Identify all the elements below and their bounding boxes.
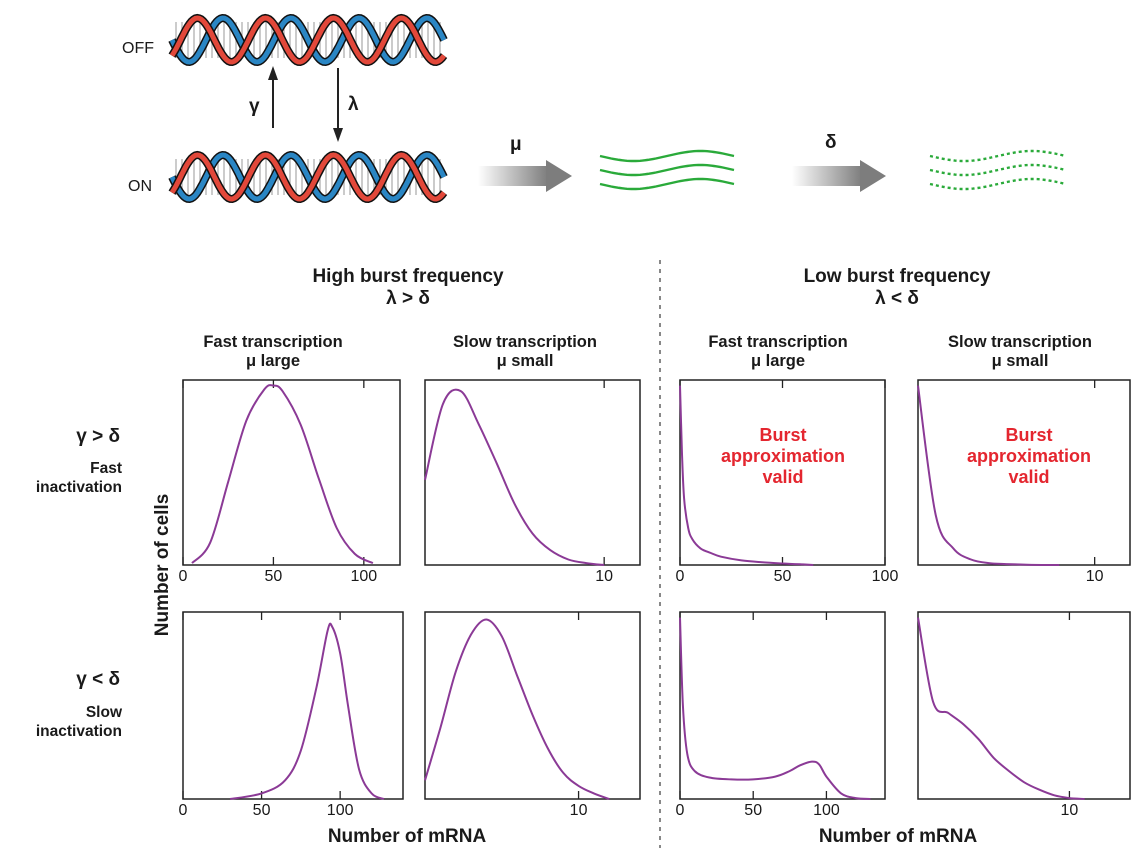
burst-approx-annotation-1: Burst approximation valid <box>720 425 846 487</box>
distribution-curve <box>679 617 871 800</box>
activation-rate-label: γ <box>249 96 260 117</box>
high-burst-condition: λ > δ <box>386 288 430 309</box>
transcription-arrow-icon <box>478 160 572 192</box>
panel-low-slow-fastinact <box>917 379 1131 567</box>
panel-low-slow-slowinact <box>917 611 1131 800</box>
tick-label: 100 <box>813 802 840 819</box>
inactivation-rate-label: λ <box>348 94 359 115</box>
tick-label: 100 <box>871 568 899 585</box>
burst-approx-annotation-2: Burst approximation valid <box>966 425 1092 487</box>
row1-condition: γ > δ <box>76 426 120 447</box>
state-off-label: OFF <box>122 40 154 57</box>
degradation-arrow-icon <box>792 160 886 192</box>
tick-label: 10 <box>569 802 588 819</box>
col1-fast-title: Fast transcription <box>203 333 343 351</box>
panel-high-fast-fastinact <box>182 379 401 566</box>
panel-frame <box>679 611 886 800</box>
panel-frame <box>917 611 1131 800</box>
panel-high-fast-slowinact <box>182 611 404 800</box>
distribution-curve <box>917 385 1060 567</box>
tick-label: 0 <box>178 802 188 819</box>
col2-slow-condition: μ small <box>496 352 554 370</box>
panel-high-slow-slowinact <box>424 611 641 800</box>
x-axis-label-right: Number of mRNA <box>818 826 978 847</box>
tick-label: 100 <box>326 802 354 819</box>
panel-low-fast-slowinact <box>679 611 886 800</box>
tick-label: 10 <box>595 568 614 585</box>
low-burst-title: Low burst frequency <box>803 266 991 287</box>
tick-label: 0 <box>178 568 188 585</box>
distribution-curve <box>679 385 814 566</box>
distribution-curve <box>191 384 374 565</box>
mrna-molecules-icon <box>599 149 735 191</box>
tick-label: 50 <box>252 802 271 819</box>
high-burst-title: High burst frequency <box>312 266 504 287</box>
histogram-panels <box>182 379 1131 800</box>
panel-low-fast-fastinact <box>679 379 886 566</box>
tick-label: 50 <box>773 568 792 585</box>
panel-frame <box>424 379 641 566</box>
col4-slow-condition: μ small <box>991 352 1049 370</box>
y-axis-label: Number of cells <box>152 493 173 637</box>
row1-label: Fast inactivation <box>35 460 122 496</box>
tick-label: 100 <box>350 568 378 585</box>
transcription-rate-label: μ <box>510 134 522 155</box>
tick-label: 50 <box>744 802 763 819</box>
tick-label: 0 <box>675 802 685 819</box>
tick-label: 0 <box>675 568 685 585</box>
degradation-rate-label: δ <box>825 132 837 153</box>
state-on-label: ON <box>128 178 152 195</box>
panel-high-slow-fastinact <box>424 379 641 566</box>
col3-fast-title: Fast transcription <box>708 333 848 351</box>
low-burst-condition: λ < δ <box>875 288 919 309</box>
dna-helix-off-icon <box>168 13 448 67</box>
col4-slow-title: Slow transcription <box>948 333 1092 351</box>
row2-condition: γ < δ <box>76 669 120 690</box>
panel-frame <box>182 611 404 800</box>
dna-helix-on-icon <box>168 150 448 204</box>
distribution-curve <box>424 618 610 800</box>
col2-slow-title: Slow transcription <box>453 333 597 351</box>
x-axis-label-left: Number of mRNA <box>327 826 487 847</box>
row2-label: Slow inactivation <box>35 704 122 740</box>
panel-frame <box>424 611 641 800</box>
activation-arrow <box>268 66 278 128</box>
degraded-mrna-icon <box>929 149 1067 191</box>
distribution-curve <box>229 622 385 800</box>
distribution-curve <box>917 617 1085 800</box>
tick-label: 50 <box>264 568 283 585</box>
inactivation-arrow <box>333 68 343 142</box>
tick-label: 10 <box>1060 802 1079 819</box>
tick-label: 10 <box>1085 568 1104 585</box>
distribution-curve <box>424 388 605 566</box>
col1-fast-condition: μ large <box>245 352 301 370</box>
panel-frame <box>182 379 401 566</box>
col3-fast-condition: μ large <box>750 352 806 370</box>
